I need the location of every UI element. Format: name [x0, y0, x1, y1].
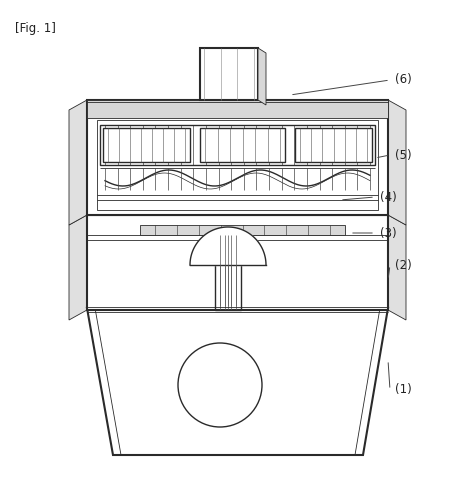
Text: (1): (1) [395, 384, 412, 396]
Bar [87, 215, 388, 310]
Text: [Fig. 1]: [Fig. 1] [15, 22, 56, 35]
Text: (2): (2) [395, 259, 412, 272]
Bar [295, 128, 372, 162]
Polygon shape [388, 100, 406, 225]
Bar [215, 235, 241, 310]
Text: (4): (4) [380, 191, 397, 204]
Bar [100, 125, 375, 165]
Text: (3): (3) [380, 227, 396, 240]
Bar [103, 128, 190, 162]
Polygon shape [87, 308, 388, 455]
Polygon shape [258, 48, 266, 105]
Polygon shape [388, 215, 406, 320]
Bar [87, 100, 388, 215]
Bar [97, 120, 378, 210]
Bar [200, 48, 258, 100]
Bar [211, 355, 229, 415]
Bar [87, 100, 388, 118]
Bar [140, 225, 345, 235]
Bar [200, 128, 285, 162]
Text: (6): (6) [395, 73, 412, 86]
Text: (5): (5) [395, 148, 412, 161]
Polygon shape [69, 100, 87, 225]
Circle shape [178, 343, 262, 427]
Polygon shape [69, 215, 87, 320]
